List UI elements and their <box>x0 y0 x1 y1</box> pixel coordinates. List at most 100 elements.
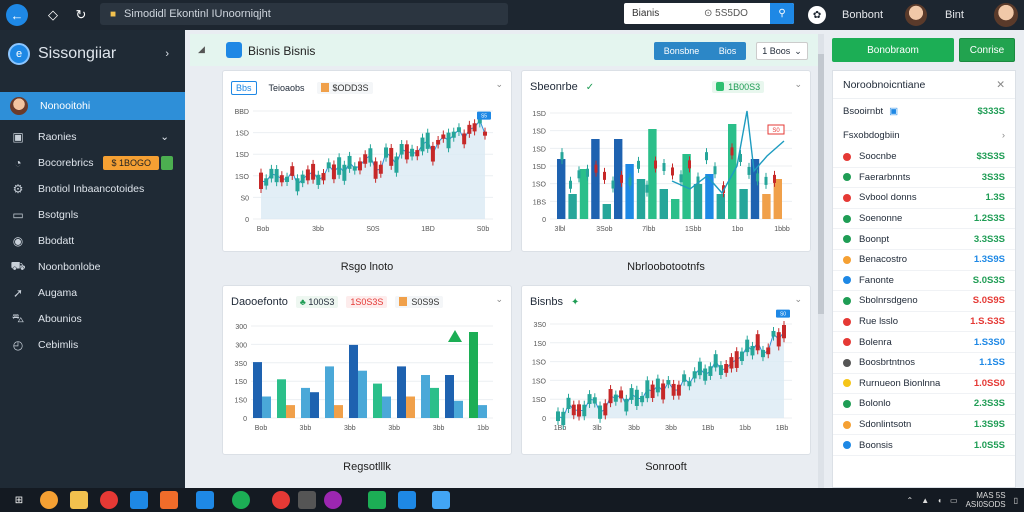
sidebar-item-8[interactable]: ⛍ Abounios <box>0 306 185 332</box>
candle <box>587 394 592 404</box>
watchlist-row[interactable]: Bolenra 1.S3S0 <box>833 332 1015 353</box>
row-label: Boonpt <box>859 233 890 245</box>
chip-1[interactable]: Bbs <box>231 81 257 95</box>
toggle-option-a[interactable]: Bonsbne <box>663 46 700 56</box>
status-dot-icon <box>843 379 851 388</box>
windows-start-icon[interactable]: ⊞ <box>14 494 24 506</box>
sidebar: e Sissongiiar › Nonooitohi ▣ Raonies ⌄ ◔… <box>0 30 185 488</box>
sheets-icon[interactable] <box>368 491 386 509</box>
forward-icon[interactable]: ◇ <box>48 7 58 22</box>
chevron-up-icon[interactable]: ⌃ <box>906 495 914 505</box>
chip-1[interactable]: ♣ 100S3 <box>295 296 339 308</box>
x-tick-label: 3bb <box>300 425 312 432</box>
brand-name: Sissongiiar <box>38 45 117 62</box>
card-caption-2: Nbrloobotootnfs <box>627 261 705 273</box>
network-icon[interactable]: ▲ <box>921 495 930 505</box>
calendar-icon[interactable] <box>196 491 214 509</box>
watchlist-row[interactable]: Soenonne 1.2S3S <box>833 209 1015 230</box>
sidebar-item-6[interactable]: ⛟ Noonbonlobe <box>0 254 185 280</box>
folder-icon[interactable] <box>70 491 88 509</box>
watchlist-row[interactable]: Fanonte S.0S3S <box>833 271 1015 292</box>
notification-icon[interactable]: ▯ <box>1013 495 1018 505</box>
devtools-icon[interactable] <box>398 491 416 509</box>
toggle-option-b[interactable]: Bios <box>718 46 737 56</box>
sidebar-item-5[interactable]: ◉ Bbodatt <box>0 228 185 254</box>
period-toggle[interactable]: Bonsbne Bios <box>654 42 746 60</box>
collapse-arrow-icon[interactable]: ◢ <box>198 44 205 54</box>
battery-icon[interactable]: ▭ <box>950 495 958 505</box>
sidebar-item-7[interactable]: ➚ Augama <box>0 280 185 306</box>
store-icon[interactable] <box>130 491 148 509</box>
chip-2[interactable]: Teioaobs <box>268 83 305 93</box>
watchlist-row[interactable]: Rue lsslo 1.S.S3S <box>833 312 1015 333</box>
chevron-down-icon[interactable]: ⌄ <box>794 79 802 89</box>
sidebar-item-4[interactable]: ▭ Bsotgnls <box>0 202 185 228</box>
chevron-down-icon[interactable]: ⌄ <box>160 131 169 143</box>
clock-date: ASI0SODS <box>965 500 1006 509</box>
chevron-down-icon[interactable]: ⌄ <box>495 294 503 304</box>
watchlist-row[interactable]: Svbool donns 1.3S <box>833 188 1015 209</box>
close-icon[interactable]: ✕ <box>996 78 1005 91</box>
reload-icon[interactable]: ↻ <box>75 7 87 22</box>
chip-1[interactable]: 1B00S3 <box>712 81 765 93</box>
search-input[interactable]: Bianis <box>632 8 660 19</box>
chevron-right-icon[interactable]: › <box>1001 129 1005 141</box>
settings-gear-icon[interactable]: ✿ <box>808 6 827 24</box>
main-scrollbar[interactable] <box>818 34 824 488</box>
clock[interactable]: MAS 5S ASI0SODS <box>966 491 1006 509</box>
status-dot-icon <box>843 255 851 264</box>
avatar[interactable] <box>905 4 928 26</box>
active-app-icon[interactable] <box>432 491 450 509</box>
music-icon[interactable] <box>324 491 342 509</box>
search-button[interactable]: ⚲ <box>770 3 794 24</box>
primary-action-button[interactable]: Bonobraom <box>832 38 954 62</box>
sidebar-item-2[interactable]: ◔ Bocorebrics $ 1BOGO <box>0 150 185 176</box>
profile-avatar[interactable] <box>994 3 1018 27</box>
watchlist-row[interactable]: Boonpt 3.3S3S <box>833 229 1015 250</box>
search-box[interactable]: Bianis ⊙ 5S5DO ⚲ <box>624 3 794 24</box>
watchlist-row[interactable]: Sbolnrsdgeno S.0S9S <box>833 291 1015 312</box>
sidebar-item-label: Bsotgnls <box>38 209 79 221</box>
candle <box>713 354 718 368</box>
topbar-label-2[interactable]: Bint <box>945 9 964 21</box>
watchlist-row[interactable]: Rurnueon Bionlnna 1.0SS0 <box>833 374 1015 395</box>
chip-2[interactable]: 1S0S3S <box>346 296 388 308</box>
taskbar: ⊞ ⌃ ▲ ◖ ▭ MAS 5S ASI0SODS ▯ <box>0 488 1024 512</box>
chat-icon[interactable] <box>232 491 250 509</box>
chip-3[interactable]: $ODD3S <box>316 82 373 94</box>
candle <box>451 131 456 138</box>
watchlist-row[interactable]: Benacostro 1.3S9S <box>833 250 1015 271</box>
chip-3[interactable]: S0S9S <box>395 296 444 308</box>
candle <box>477 117 482 124</box>
brand[interactable]: e Sissongiiar › <box>0 30 185 78</box>
volume-icon[interactable]: ◖ <box>937 495 943 505</box>
back-icon[interactable]: ← <box>6 4 28 26</box>
sidebar-item-3[interactable]: ⚙ Bnotiol Inbaancotoides <box>0 176 185 202</box>
watchlist-row[interactable]: Boosbrtntnos 1.1SS <box>833 353 1015 374</box>
watchlist-row[interactable]: Soocnbe $3S3S <box>833 147 1015 168</box>
sidebar-item-9[interactable]: ◴ Cebimlis <box>0 332 185 358</box>
chevron-down-icon[interactable]: ⌄ <box>794 294 802 304</box>
window-icon[interactable] <box>298 491 316 509</box>
topbar-label-1[interactable]: Bonbont <box>842 9 884 21</box>
sidebar-item-1[interactable]: ▣ Raonies ⌄ <box>0 124 185 150</box>
watchlist-row[interactable]: Boonsis 1.0S5S <box>833 435 1015 456</box>
app-icon[interactable] <box>160 491 178 509</box>
media-icon[interactable] <box>272 491 290 509</box>
watchlist-row[interactable]: Sdonlintsotn 1.3S9S <box>833 415 1015 436</box>
chevron-down-icon[interactable]: ⌄ <box>495 79 503 89</box>
candle <box>750 345 755 356</box>
status-badge: $ 1BOGO <box>103 156 159 170</box>
chevron-right-icon[interactable]: › <box>165 48 169 60</box>
watchlist-row[interactable]: Bolonlo 2.3S3S <box>833 394 1015 415</box>
panel-subheader[interactable]: Fsxobdogbiin › <box>833 123 1015 147</box>
address-bar[interactable]: ■ Simodidl Ekontinl IUnoorniqjht <box>100 3 508 25</box>
watchlist-row[interactable]: Faerarbnnts 3S3S <box>833 168 1015 189</box>
range-dropdown[interactable]: 1 Boos ⌄ <box>756 42 808 60</box>
browser-icon[interactable] <box>40 491 58 509</box>
card-header: Sbeonrbe ✓ 1B00S3 <box>530 81 765 93</box>
scrollbar-thumb[interactable] <box>818 54 824 314</box>
chrome-icon[interactable] <box>100 491 118 509</box>
secondary-action-button[interactable]: Conrise <box>959 38 1015 62</box>
sidebar-item-0[interactable]: Nonooitohi <box>0 92 185 120</box>
